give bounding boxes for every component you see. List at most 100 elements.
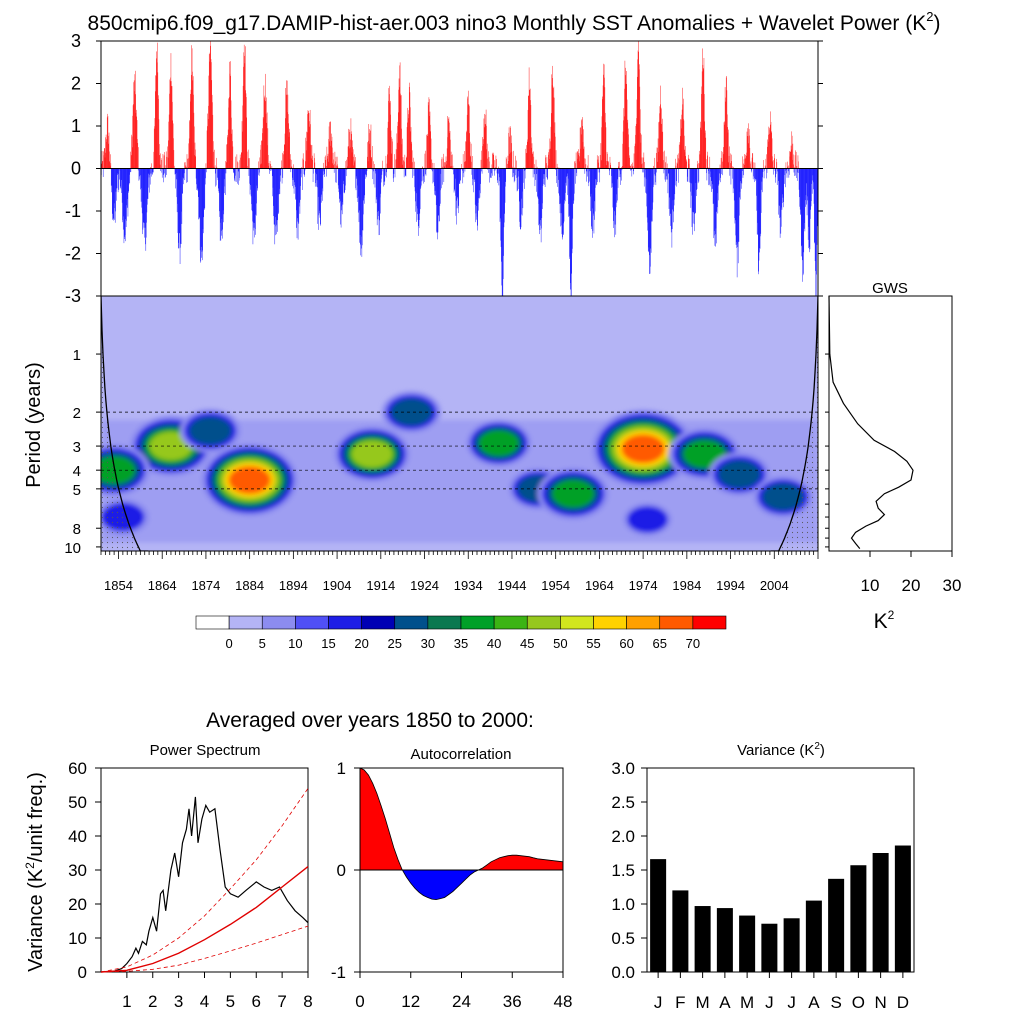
power-spectrum-y-tick-label: 10 xyxy=(68,929,87,948)
variance-bar xyxy=(805,900,822,972)
wavelet-x-tick-label: 1894 xyxy=(279,578,308,593)
power-spectrum-y-tick-label: 60 xyxy=(68,759,87,778)
power-spectrum-y-ticks: 0 10 20 30 40 50 60 xyxy=(68,759,101,982)
variance-bar xyxy=(694,906,711,972)
gws-x-tick-label: 30 xyxy=(943,576,962,595)
autocorrelation-y-tick-label: 1 xyxy=(337,759,346,778)
wavelet-x-tick-label: 1964 xyxy=(585,578,614,593)
variance-y-tick-label: 3.0 xyxy=(611,759,635,778)
anomaly-y-tick-label: 0 xyxy=(71,159,81,179)
colorbar-swatch xyxy=(593,615,627,630)
colorbar: 0 5 10 15 20 25 30 35 40 45 50 55 60 65 70 xyxy=(195,615,727,651)
red-noise-lower-line xyxy=(100,925,309,973)
colorbar-label: 50 xyxy=(553,636,567,651)
colorbar-label: 30 xyxy=(421,636,435,651)
variance-bar xyxy=(761,923,778,972)
wavelet-contour xyxy=(478,430,520,457)
wavelet-contour xyxy=(228,466,271,494)
variance-y-tick-label: 0.5 xyxy=(611,929,635,948)
autocorrelation-line xyxy=(359,767,564,901)
wavelet-contour xyxy=(621,434,665,464)
colorbar-swatch xyxy=(361,615,396,630)
anomaly-y-tick-label: -1 xyxy=(65,201,81,221)
wavelet-contour xyxy=(351,440,393,468)
colorbar-label: 35 xyxy=(454,636,468,651)
variance-y-tick-label: 1.0 xyxy=(611,895,635,914)
wavelet-panel: 1854 1864 1874 1884 1894 1904 1914 1924 1934 1944… xyxy=(23,295,819,593)
wavelet-x-tick-label: 1904 xyxy=(323,578,352,593)
coi-line-left xyxy=(101,296,149,551)
variance-x-tick-label: O xyxy=(852,993,865,1012)
anomaly-panel: 3 2 1 0 -1 -2 -3 xyxy=(65,31,823,306)
wavelet-x-tick-label: 1954 xyxy=(541,578,570,593)
power-spectrum-y-tick-label: 50 xyxy=(68,793,87,812)
autocorrelation-fill xyxy=(359,767,564,901)
power-spectrum-ylabel: Variance (K2/unit freq.) xyxy=(23,772,47,972)
gws-y-ticks xyxy=(825,353,829,548)
wavelet-x-tick-label: 1854 xyxy=(104,578,133,593)
variance-x-tick-label: D xyxy=(897,993,909,1012)
colorbar-label: 40 xyxy=(487,636,501,651)
variance-x-tick-label: F xyxy=(675,993,685,1012)
figure-title: 850cmip6.f09_g17.DAMIP-hist-aer.003 nino… xyxy=(88,9,941,35)
colorbar-label: 60 xyxy=(619,636,633,651)
colorbar-swatch xyxy=(228,615,263,630)
wavelet-x-tick-label: 1924 xyxy=(410,578,439,593)
power-spectrum-title: Power Spectrum xyxy=(150,742,261,759)
wavelet-x-tick-label: 1944 xyxy=(498,578,527,593)
colorbar-label: 25 xyxy=(388,636,402,651)
colorbar-swatch xyxy=(692,615,727,630)
colorbar-swatch xyxy=(526,615,561,630)
coi-line-right xyxy=(770,296,818,551)
power-spectrum-y-tick-label: 0 xyxy=(78,963,87,982)
anomaly-y-tick-label: 3 xyxy=(71,31,81,51)
gws-frame xyxy=(828,295,953,552)
wavelet-contour xyxy=(189,416,232,445)
power-spectrum-x-tick-label: 3 xyxy=(174,992,183,1011)
wavelet-x-tick-label: 2004 xyxy=(760,578,789,593)
wavelet-x-ticks: 1854 1864 1874 1884 1894 1904 1914 1924 1934 1944… xyxy=(100,551,819,593)
wavelet-contour xyxy=(390,398,433,426)
coi-hatch-right xyxy=(770,296,818,551)
variance-y-tick-label: 0.0 xyxy=(611,963,635,982)
gws-line xyxy=(828,295,914,549)
power-spectrum-y-tick-label: 20 xyxy=(68,895,87,914)
colorbar-label: 65 xyxy=(653,636,667,651)
variance-y-tick-label: 2.5 xyxy=(611,793,635,812)
variance-y-tick-label: 2.0 xyxy=(611,827,635,846)
gws-x-tick-label: 20 xyxy=(902,576,921,595)
power-spectrum-x-tick-label: 1 xyxy=(122,992,131,1011)
power-spectrum-x-tick-label: 4 xyxy=(200,992,209,1011)
power-spectrum-x-tick-label: 7 xyxy=(277,992,286,1011)
colorbar-label: 10 xyxy=(288,636,302,651)
anomaly-y-tick-label: -3 xyxy=(65,286,81,306)
variance-bar xyxy=(716,908,733,972)
gws-x-tick-label: 10 xyxy=(861,576,880,595)
variance-bar xyxy=(650,859,667,972)
colorbar-swatch xyxy=(659,615,694,630)
variance-bar xyxy=(672,890,689,972)
wavelet-x-tick-label: 1884 xyxy=(235,578,264,593)
power-spectrum-x-tick-label: 5 xyxy=(226,992,235,1011)
colorbar-label: 15 xyxy=(321,636,335,651)
autocorrelation-x-tick-label: 48 xyxy=(554,992,573,1011)
wavelet-contour xyxy=(762,483,804,511)
wavelet-power-contours xyxy=(101,391,818,543)
power-spectrum-line xyxy=(100,796,309,973)
wavelet-y-tick-label: 10 xyxy=(64,540,81,557)
power-spectrum-y-tick-label: 40 xyxy=(68,827,87,846)
anomaly-y-tick-label: -2 xyxy=(65,244,81,264)
variance-y-tick-label: 1.5 xyxy=(611,861,635,880)
wavelet-contour xyxy=(149,431,193,461)
cone-of-influence xyxy=(101,296,818,551)
autocorrelation-x-ticks: 0 12 24 36 48 xyxy=(355,972,572,1011)
variance-x-tick-label: J xyxy=(787,993,796,1012)
variance-bars xyxy=(650,845,911,972)
colorbar-swatch xyxy=(261,615,296,630)
colorbar-label: 70 xyxy=(686,636,700,651)
wavelet-y-tick-label: 2 xyxy=(73,405,81,422)
variance-bar xyxy=(894,845,911,972)
